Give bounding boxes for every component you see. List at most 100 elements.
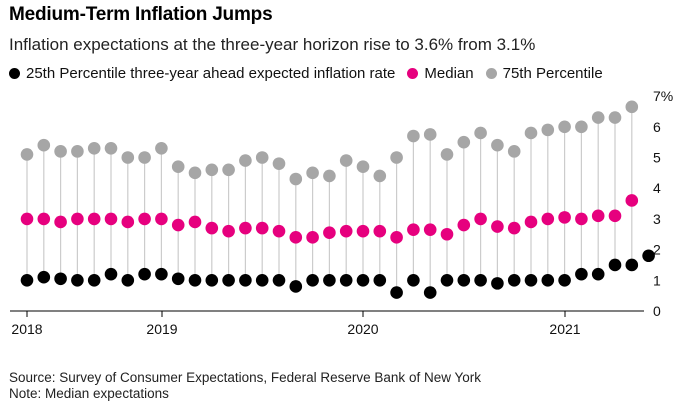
chart-title: Medium-Term Inflation Jumps xyxy=(9,4,273,25)
point-median xyxy=(54,215,67,229)
point-median xyxy=(171,218,185,232)
point-25th xyxy=(407,274,420,287)
legend-marker-25th xyxy=(9,68,20,79)
x-tick-label: 2020 xyxy=(347,321,378,337)
point-25th xyxy=(205,274,219,287)
point-median xyxy=(121,215,135,229)
point-25th xyxy=(255,274,269,287)
chart-subtitle: Inflation expectations at the three-year… xyxy=(9,35,536,54)
point-median xyxy=(423,223,437,236)
point-75th xyxy=(272,157,286,170)
point-median xyxy=(289,231,303,244)
point-median xyxy=(524,215,538,229)
point-75th xyxy=(306,166,319,180)
point-75th xyxy=(558,120,571,134)
point-75th xyxy=(591,111,605,124)
point-25th xyxy=(440,274,454,287)
point-75th xyxy=(339,154,353,167)
point-median xyxy=(339,224,353,238)
point-median xyxy=(255,221,269,235)
point-25th xyxy=(171,272,185,286)
point-25th xyxy=(289,280,303,293)
legend-item-median: Median xyxy=(407,65,474,82)
point-75th xyxy=(323,169,336,183)
point-25th xyxy=(272,274,286,287)
point-median xyxy=(205,221,219,235)
point-median xyxy=(155,212,168,226)
point-25th xyxy=(87,274,101,287)
legend-label-25th: 25th Percentile three-year ahead expecte… xyxy=(26,65,396,82)
median-note: Note: Median expectations xyxy=(9,386,169,401)
point-25th xyxy=(457,274,471,287)
legend: 25th Percentile three-year ahead expecte… xyxy=(9,65,615,82)
y-tick-label: 6 xyxy=(653,119,661,135)
point-75th xyxy=(423,128,437,141)
point-median xyxy=(440,227,454,241)
point-75th xyxy=(71,145,84,158)
point-25th xyxy=(591,267,605,281)
point-median xyxy=(222,224,235,238)
point-75th xyxy=(289,172,303,186)
point-25th xyxy=(71,274,84,287)
point-25th xyxy=(138,267,151,281)
y-tick-label: 7% xyxy=(653,88,673,104)
point-median xyxy=(541,212,555,226)
point-75th xyxy=(625,100,639,114)
x-tick-label: 2019 xyxy=(146,321,177,337)
point-25th xyxy=(20,274,34,287)
point-25th xyxy=(323,274,336,287)
point-median xyxy=(608,209,622,223)
point-25th xyxy=(575,267,588,281)
point-25th xyxy=(188,274,202,287)
point-25th xyxy=(239,274,252,287)
point-median xyxy=(323,226,336,240)
point-25th xyxy=(390,286,403,299)
point-25th xyxy=(608,258,622,272)
point-75th xyxy=(222,163,235,177)
point-25th xyxy=(507,274,521,287)
point-25th xyxy=(104,267,118,281)
point-median xyxy=(188,215,202,229)
source-note: Source: Survey of Consumer Expectations,… xyxy=(9,370,481,385)
point-median xyxy=(457,218,471,232)
point-75th xyxy=(87,141,101,155)
point-75th xyxy=(54,145,67,158)
point-75th xyxy=(239,154,252,167)
point-median xyxy=(37,212,51,226)
point-75th xyxy=(541,123,555,137)
x-tick-label: 2018 xyxy=(11,321,42,337)
point-75th xyxy=(474,126,487,140)
point-25th xyxy=(339,274,353,287)
point-median xyxy=(390,231,403,244)
point-25th xyxy=(222,274,235,287)
point-median xyxy=(558,211,571,224)
point-25th xyxy=(423,286,437,299)
legend-label-75th: 75th Percentile xyxy=(502,65,603,82)
y-tick-label: 3 xyxy=(653,211,661,227)
point-median xyxy=(591,209,605,223)
point-75th xyxy=(608,111,622,124)
point-25th xyxy=(121,274,135,287)
legend-item-25th: 25th Percentile three-year ahead expecte… xyxy=(9,65,395,82)
point-25th xyxy=(155,267,168,281)
point-75th xyxy=(121,151,135,164)
point-75th xyxy=(524,126,538,140)
point-25th xyxy=(541,274,555,287)
point-median xyxy=(575,212,588,226)
legend-marker-median xyxy=(407,68,419,79)
point-median xyxy=(104,212,118,226)
point-median xyxy=(306,231,319,244)
point-median xyxy=(20,212,34,226)
point-25th xyxy=(642,249,655,263)
point-median xyxy=(239,221,252,235)
point-75th xyxy=(390,151,403,164)
y-tick-label: 1 xyxy=(653,272,661,288)
point-25th xyxy=(37,270,51,284)
point-75th xyxy=(373,169,387,183)
point-25th xyxy=(524,274,538,287)
point-25th xyxy=(356,274,370,287)
point-median xyxy=(407,223,420,236)
point-median xyxy=(87,212,101,226)
y-tick-label: 5 xyxy=(653,150,661,166)
point-25th xyxy=(558,274,571,287)
